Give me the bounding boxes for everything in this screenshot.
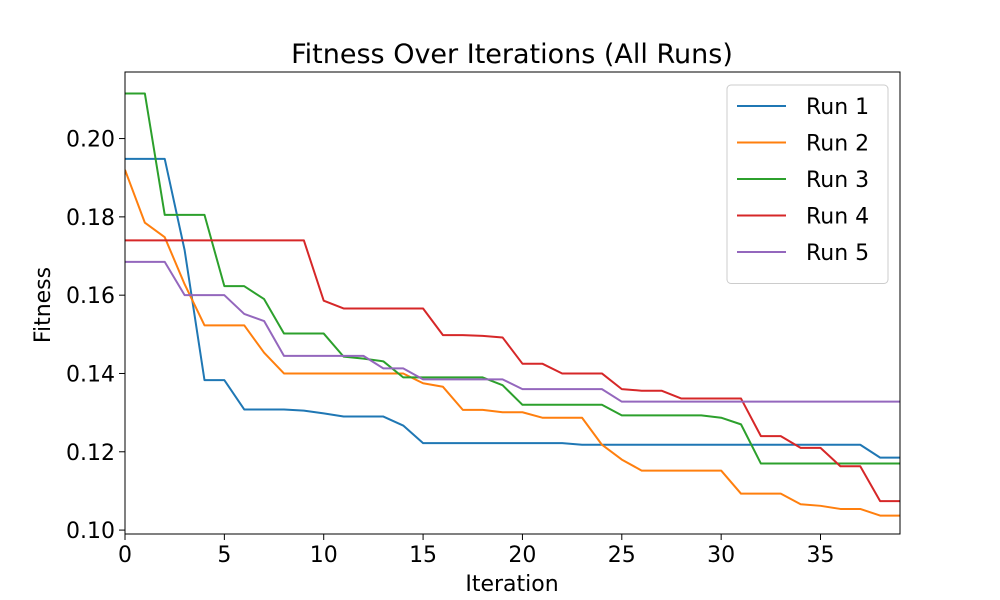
series-line-2: [125, 169, 900, 517]
legend-label-3: Run 3: [806, 168, 869, 193]
plot-lines: [125, 92, 900, 517]
x-axis-label: Iteration: [465, 572, 558, 597]
y-tick-label: 0.10: [66, 519, 115, 544]
x-tick-label: 15: [409, 543, 437, 568]
x-tick-label: 5: [217, 543, 231, 568]
series-line-4: [125, 239, 900, 503]
y-tick-label: 0.14: [66, 362, 115, 387]
x-tick-label: 30: [707, 543, 735, 568]
y-axis-label: Fitness: [31, 267, 56, 343]
y-tick-label: 0.18: [66, 206, 115, 231]
x-tick-label: 20: [508, 543, 536, 568]
series-line-5: [125, 260, 900, 403]
y-axis-ticks: 0.10 0.12 0.14 0.16 0.18 0.20: [66, 128, 125, 544]
series-line-1: [125, 157, 900, 459]
y-tick-label: 0.16: [66, 284, 115, 309]
x-tick-label: 10: [310, 543, 338, 568]
y-tick-label: 0.12: [66, 441, 115, 466]
legend: Run 1 Run 2 Run 3 Run 4 Run 5: [726, 84, 889, 284]
x-tick-label: 25: [608, 543, 636, 568]
series-line-3: [125, 92, 900, 465]
legend-box: [726, 84, 889, 284]
legend-label-5: Run 5: [806, 241, 869, 266]
chart-title: Fitness Over Iterations (All Runs): [291, 39, 733, 70]
plot-frame: [124, 71, 901, 535]
x-axis-ticks: 0 5 10 15 20 25 30 35: [118, 534, 835, 568]
y-tick-label: 0.20: [66, 128, 115, 153]
x-tick-label: 0: [118, 543, 132, 568]
legend-label-1: Run 1: [806, 95, 869, 120]
legend-label-4: Run 4: [806, 205, 869, 230]
legend-label-2: Run 2: [806, 132, 869, 157]
x-tick-label: 35: [807, 543, 835, 568]
